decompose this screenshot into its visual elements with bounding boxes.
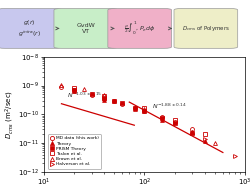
Legend: MD data (this work), Theory, PRISM Theory, Taslon et al., Brown et al., Halverso: MD data (this work), Theory, PRISM Theor… bbox=[48, 134, 101, 169]
FancyBboxPatch shape bbox=[54, 9, 118, 48]
FancyBboxPatch shape bbox=[174, 9, 238, 48]
Text: $\frac{\rho}{2}\int_0^1, P_e d\phi$: $\frac{\rho}{2}\int_0^1, P_e d\phi$ bbox=[124, 20, 156, 36]
Text: $g(r)$
$g^{intra}(r)$: $g(r)$ $g^{intra}(r)$ bbox=[18, 18, 41, 39]
Text: $D_{cms}$ of Polymers: $D_{cms}$ of Polymers bbox=[182, 24, 230, 33]
Y-axis label: $D_{cms}\ (\mathrm{m^2/sec})$: $D_{cms}\ (\mathrm{m^2/sec})$ bbox=[4, 90, 16, 139]
FancyBboxPatch shape bbox=[108, 9, 172, 48]
Text: $N^{-1.03\pm0.15}$: $N^{-1.03\pm0.15}$ bbox=[67, 91, 102, 100]
Text: GvdW
VT: GvdW VT bbox=[76, 23, 95, 34]
Text: $N^{-1.88\pm0.14}$: $N^{-1.88\pm0.14}$ bbox=[152, 102, 188, 112]
FancyBboxPatch shape bbox=[0, 9, 61, 48]
